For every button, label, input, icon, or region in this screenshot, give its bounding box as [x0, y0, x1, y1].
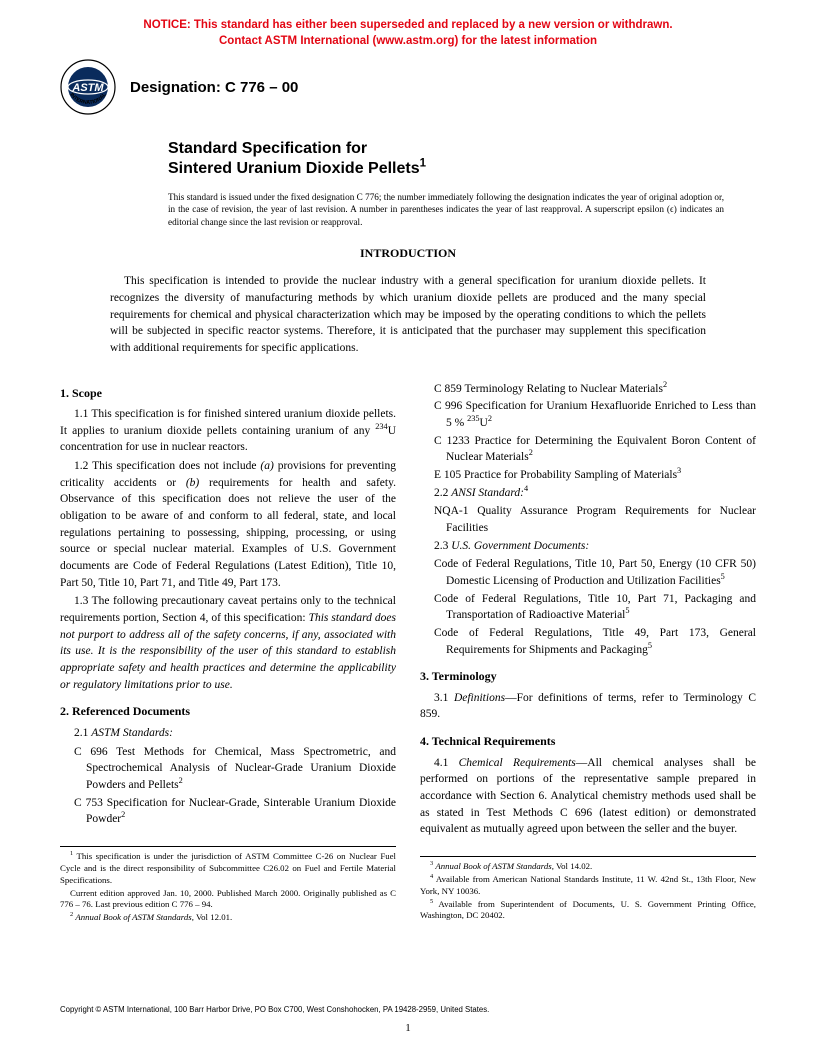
doc-title-line2: Sintered Uranium Dioxide Pellets1: [168, 159, 756, 179]
ref-cfr71: Code of Federal Regulations, Title 10, P…: [420, 591, 756, 624]
para-3-1: 3.1 Definitions—For definitions of terms…: [420, 690, 756, 723]
ref-c859: C 859 Terminology Relating to Nuclear Ma…: [420, 381, 756, 398]
page-root: NOTICE: This standard has either been su…: [0, 0, 816, 955]
doc-title-line1: Standard Specification for: [168, 139, 756, 159]
copyright-line: Copyright © ASTM International, 100 Barr…: [60, 1005, 489, 1014]
notice-line-2: Contact ASTM International (www.astm.org…: [219, 35, 597, 47]
footnote-3: 3 Annual Book of ASTM Standards, Vol 14.…: [420, 861, 756, 873]
ref-cfr50: Code of Federal Regulations, Title 10, P…: [420, 556, 756, 589]
section-3-heading: 3. Terminology: [420, 668, 756, 685]
footnote-2: 2 Annual Book of ASTM Standards, Vol 12.…: [60, 912, 396, 924]
doc-title-line2-text: Sintered Uranium Dioxide Pellets: [168, 160, 420, 177]
sub-2-2: 2.2 ANSI Standard:4: [420, 485, 756, 502]
svg-text:ASTM: ASTM: [71, 82, 104, 94]
section-4-heading: 4. Technical Requirements: [420, 733, 756, 750]
ref-c1233: C 1233 Practice for Determining the Equi…: [420, 433, 756, 466]
notice-banner: NOTICE: This standard has either been su…: [60, 18, 756, 49]
para-1-1: 1.1 This specification is for finished s…: [60, 406, 396, 456]
footnote-1a: 1 This specification is under the jurisd…: [60, 851, 396, 887]
left-column: 1. Scope 1.1 This specification is for f…: [60, 381, 396, 925]
title-superscript: 1: [420, 158, 426, 170]
introduction-text: This specification is intended to provid…: [110, 273, 706, 356]
main-columns: 1. Scope 1.1 This specification is for f…: [60, 381, 756, 925]
section-1-heading: 1. Scope: [60, 385, 396, 402]
header-row: ASTM INTERNATIONAL Designation: C 776 – …: [60, 59, 756, 115]
ref-cfr173: Code of Federal Regulations, Title 49, P…: [420, 625, 756, 658]
footnotes-right: 3 Annual Book of ASTM Standards, Vol 14.…: [420, 856, 756, 922]
notice-line-1: NOTICE: This standard has either been su…: [143, 19, 672, 31]
page-number: 1: [0, 1022, 816, 1034]
ref-c753: C 753 Specification for Nuclear-Grade, S…: [60, 795, 396, 828]
designation-label: Designation: C 776 – 00: [130, 79, 298, 96]
issuance-note: This standard is issued under the fixed …: [168, 191, 724, 228]
footnote-4: 4 Available from American National Stand…: [420, 874, 756, 898]
title-block: Standard Specification for Sintered Uran…: [168, 139, 756, 179]
right-column: C 859 Terminology Relating to Nuclear Ma…: [420, 381, 756, 925]
para-1-2: 1.2 This specification does not include …: [60, 458, 396, 591]
sub-2-3: 2.3 U.S. Government Documents:: [420, 538, 756, 555]
para-4-1: 4.1 Chemical Requirements—All chemical a…: [420, 755, 756, 838]
para-1-3: 1.3 The following precautionary caveat p…: [60, 593, 396, 693]
introduction-heading: INTRODUCTION: [60, 246, 756, 261]
footnote-5: 5 Available from Superintendent of Docum…: [420, 899, 756, 923]
ref-c996: C 996 Specification for Uranium Hexafluo…: [420, 398, 756, 431]
astm-logo: ASTM INTERNATIONAL: [60, 59, 116, 115]
footnotes-left: 1 This specification is under the jurisd…: [60, 846, 396, 924]
ref-e105: E 105 Practice for Probability Sampling …: [420, 467, 756, 484]
sub-2-1: 2.1 ASTM Standards:: [60, 725, 396, 742]
ref-c696: C 696 Test Methods for Chemical, Mass Sp…: [60, 744, 396, 794]
section-2-heading: 2. Referenced Documents: [60, 703, 396, 720]
footnote-1b: Current edition approved Jan. 10, 2000. …: [60, 888, 396, 912]
ref-nqa1: NQA-1 Quality Assurance Program Requirem…: [420, 503, 756, 536]
